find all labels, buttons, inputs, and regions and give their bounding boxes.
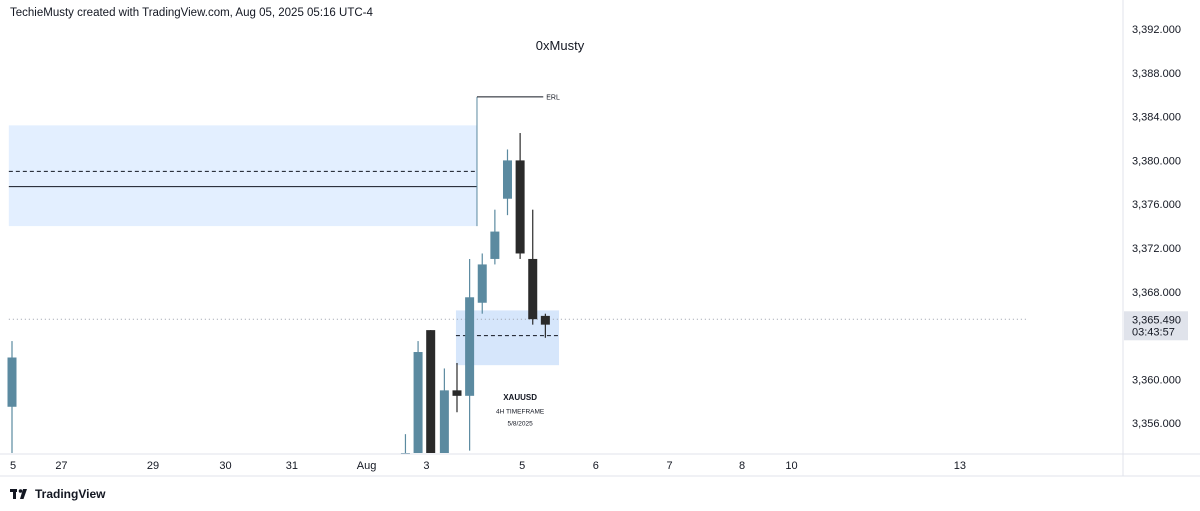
candle-body-8: [490, 231, 500, 259]
y-tick-label: 3,380.000: [1132, 155, 1181, 167]
y-tick-label: 3,392.000: [1132, 24, 1181, 36]
timeframe-label: 4H TIMEFRAME: [496, 408, 545, 415]
x-tick-label: 3: [423, 460, 429, 472]
symbol-label: XAUUSD: [503, 393, 537, 402]
x-tick-label: 29: [147, 460, 159, 472]
x-tick-label: 5: [519, 460, 525, 472]
candle-body-7: [477, 264, 487, 303]
candle-body-4: [439, 390, 449, 453]
erl-label: ERL: [546, 94, 560, 101]
last-price-countdown: 03:43:57: [1132, 326, 1175, 338]
candles: [7, 133, 550, 455]
y-tick-label: 3,376.000: [1132, 199, 1181, 211]
candle-body-2: [413, 352, 423, 453]
date-note-label: 5/8/2025: [507, 420, 533, 427]
y-tick-label: 3,388.000: [1132, 68, 1181, 80]
x-axis-ticks: 5 27 29 30 31 Aug 3 5 6 7 8 10 13: [10, 460, 966, 472]
x-tick-label: 7: [666, 460, 672, 472]
x-tick-label: Aug: [357, 460, 377, 472]
footer-brand[interactable]: TradingView: [10, 487, 105, 501]
x-tick-label: 5: [10, 460, 16, 472]
x-tick-label: 10: [785, 460, 797, 472]
annotation-lines: [8, 96, 1028, 337]
chart-caption: TechieMusty created with TradingView.com…: [10, 7, 373, 19]
x-tick-label: 6: [593, 460, 599, 472]
last-price-badge-bg: [1124, 311, 1188, 341]
upper-zone: [8, 125, 477, 227]
y-tick-label: 3,384.000: [1132, 112, 1181, 124]
footer-brand-label: TradingView: [35, 487, 106, 501]
candle-body-3: [426, 330, 436, 453]
candle-body-12: [540, 315, 550, 325]
candle-body-6: [465, 297, 475, 396]
axes: [0, 0, 1200, 477]
candle-body-9: [502, 160, 512, 199]
y-tick-label: 3,368.000: [1132, 287, 1181, 299]
x-tick-label: 31: [286, 460, 298, 472]
y-axis-ticks: 3,356.000 3,360.000 3,368.000 3,372.000 3,37…: [1132, 24, 1181, 430]
y-tick-label: 3,356.000: [1132, 418, 1181, 430]
x-tick-label: 27: [55, 460, 67, 472]
candle-body-5: [452, 390, 462, 396]
last-price-value: 3,365.490: [1132, 314, 1181, 326]
tradingview-logo-icon: [10, 489, 27, 499]
x-tick-label: 13: [954, 460, 966, 472]
y-tick-label: 3,372.000: [1132, 243, 1181, 255]
y-tick-label: 3,360.000: [1132, 374, 1181, 386]
candle-body-10: [515, 160, 525, 254]
chart-watermark: 0xMusty: [536, 38, 585, 53]
x-tick-label: 30: [219, 460, 231, 472]
candle-body-11: [528, 258, 538, 320]
x-tick-label: 8: [739, 460, 745, 472]
candle-body-0: [7, 357, 17, 407]
